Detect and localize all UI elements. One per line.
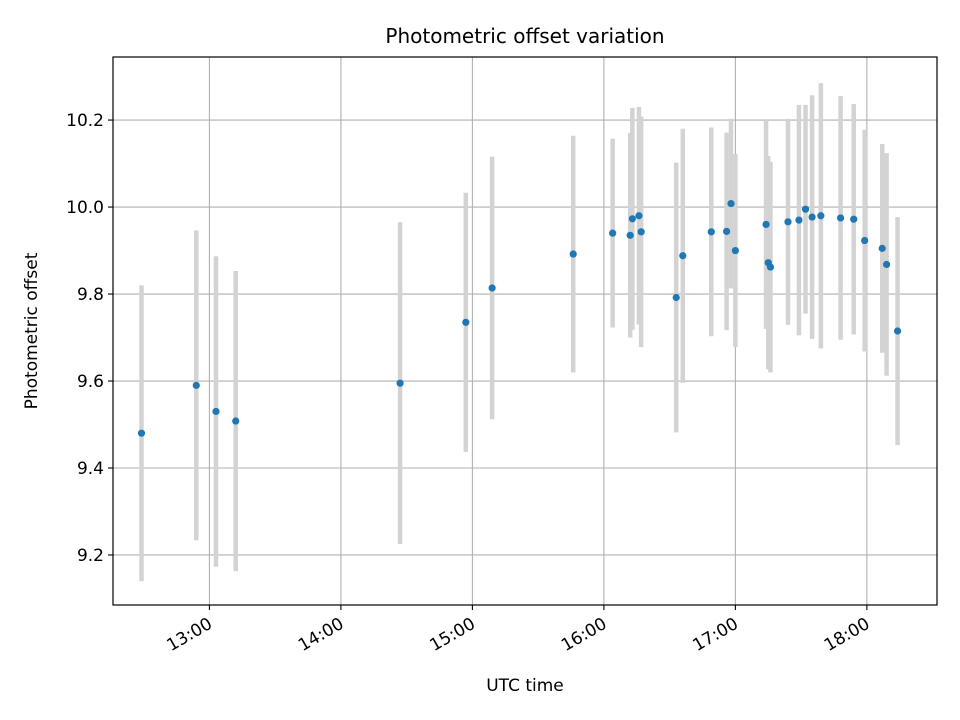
data-point (836, 214, 845, 222)
data-point (878, 244, 886, 252)
y-tick-label: 10.2 (66, 111, 104, 131)
data-point (762, 220, 770, 229)
data-points (137, 199, 902, 437)
x-axis-label: UTC time (486, 676, 564, 696)
data-point (808, 213, 816, 221)
chart-title: Photometric offset variation (385, 24, 664, 48)
data-point (795, 216, 803, 224)
y-axis-label: Photometric offset (22, 252, 42, 409)
data-point (766, 263, 775, 271)
y-tick-label: 9.4 (77, 459, 104, 479)
data-point (731, 246, 739, 255)
y-tick-label: 9.8 (77, 285, 104, 305)
y-tick-label: 9.6 (77, 372, 104, 392)
y-tick-label: 10.0 (66, 198, 104, 218)
data-point (707, 228, 715, 236)
data-point (850, 215, 858, 223)
data-point (672, 293, 680, 302)
data-point (893, 327, 902, 335)
data-point (212, 407, 220, 416)
data-point (609, 229, 617, 237)
data-point (628, 215, 636, 223)
data-point (137, 429, 146, 437)
plot-frame (112, 56, 938, 606)
data-point (488, 284, 496, 292)
data-point (727, 199, 735, 208)
data-point (784, 218, 792, 226)
data-point (637, 228, 645, 236)
y-tick-label: 9.2 (77, 546, 104, 566)
data-point (679, 252, 687, 260)
data-point (882, 260, 891, 269)
data-point (232, 417, 240, 425)
data-point (817, 212, 825, 220)
data-point (462, 318, 470, 326)
data-point (569, 250, 577, 258)
data-point (626, 231, 634, 239)
data-point (801, 205, 810, 213)
data-point (723, 227, 731, 236)
data-point (861, 236, 869, 245)
data-point (635, 212, 643, 220)
data-point (396, 379, 404, 387)
data-point (192, 381, 200, 389)
